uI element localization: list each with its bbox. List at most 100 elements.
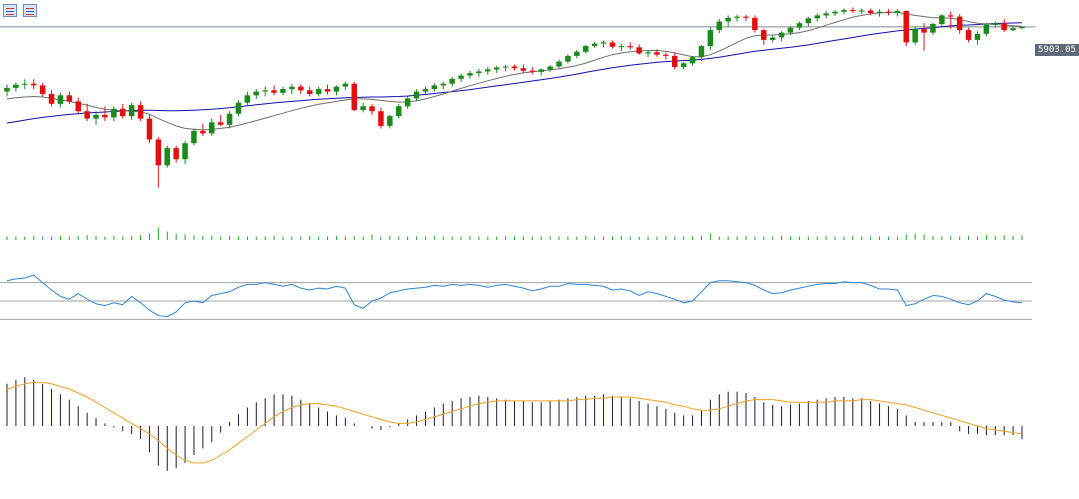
candle-body [965,30,972,40]
candle [128,102,135,120]
candle-body [680,63,687,67]
candle-body [360,106,366,110]
candle [476,68,482,77]
candle [591,41,598,48]
candle-body [182,143,188,160]
candle-body [1010,28,1016,31]
candle-body [209,122,215,134]
candle [13,82,19,92]
candle [689,55,696,66]
candle-body [476,71,482,74]
candle-body [654,52,660,55]
candle [921,22,927,52]
candle-body [137,105,144,119]
candle [1001,19,1007,33]
rsi-pane [6,274,1023,318]
candle-body [298,86,304,91]
candle [137,101,144,122]
candle [850,7,856,13]
candle-body [22,83,28,85]
candle [547,65,553,72]
candle [120,103,126,119]
candle [440,81,446,90]
chart-list-icon[interactable] [3,4,17,17]
candle-body [876,11,883,13]
candle [244,91,251,106]
candle-body [502,66,509,68]
candle [1010,26,1016,32]
candle-body [458,75,464,79]
candle [965,27,972,43]
candle-body [324,89,331,92]
moving-average-fast [6,11,1023,131]
candle [823,10,829,19]
candle-body [449,78,455,84]
candle-body [440,83,446,86]
candle [814,13,820,22]
candle [289,83,295,95]
candle-body [707,30,714,47]
candle [787,26,794,36]
candle-body [39,85,46,94]
candle [885,9,892,16]
candle-body [217,122,224,125]
candle-body [689,57,696,64]
candle [84,103,90,122]
candle [502,65,509,72]
candle-body [511,66,518,69]
candle-body [520,68,527,71]
candle [307,86,313,97]
candle [31,79,37,90]
candle [956,14,963,34]
candle [209,118,215,136]
candle-body [805,18,812,24]
candle [315,86,322,97]
candle [974,31,981,45]
rsi-line [6,274,1023,318]
candle [262,86,268,97]
candle [672,52,678,70]
candle-body [956,16,963,31]
candle [983,22,990,37]
candle-body [867,10,874,13]
candle-body [547,66,553,70]
candle [1019,26,1025,30]
candle-body [921,28,927,33]
candle-body [859,10,865,12]
candle [387,114,393,129]
candle-body [48,94,55,104]
candle [743,14,749,21]
candle-body [823,13,829,16]
candle [894,9,901,17]
candle-body [128,105,135,117]
candle [164,145,170,168]
candle [155,137,162,188]
candle-body [716,21,722,31]
candle [725,15,731,27]
current-price-label: 5903.05 [1035,44,1079,56]
candle-body [155,139,162,166]
candle-body [66,95,73,102]
chart-template-icon[interactable] [23,4,37,17]
candle [841,8,847,15]
candle [707,26,714,50]
candle-body [761,30,767,40]
candle-body [930,24,936,33]
candle [796,21,803,31]
candle [226,111,233,129]
candle-body [84,111,90,119]
candle-body [404,98,411,107]
candle-body [591,43,598,47]
candle-body [672,55,678,67]
candle [520,64,527,74]
candle [992,21,998,28]
candle [467,70,473,79]
candle [431,82,438,92]
candle [636,44,642,55]
candle-body [885,11,892,13]
candle-body [396,106,402,117]
candle-body [609,42,616,47]
candle-body [378,111,384,126]
